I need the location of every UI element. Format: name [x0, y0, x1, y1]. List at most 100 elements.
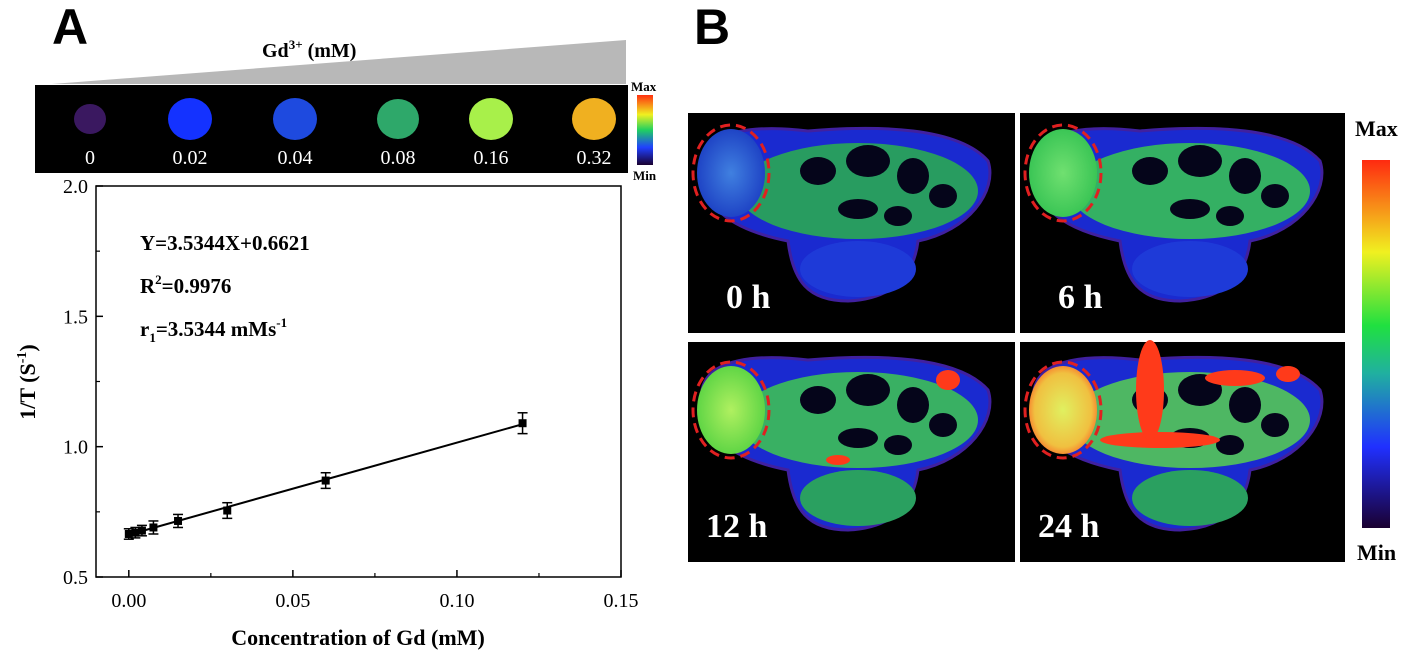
- data-point: [223, 506, 232, 515]
- r1-prefix: r: [140, 317, 149, 341]
- phantom-colorbar-max: Max: [631, 79, 657, 94]
- mri-frame-2: 12 h: [688, 342, 1015, 562]
- y-tick-label: 0.5: [63, 567, 88, 589]
- x-tick-label: 0.15: [604, 590, 639, 612]
- y-axis-title-base: 1/T (S: [15, 363, 40, 419]
- phantom-label: 0.08: [381, 147, 416, 169]
- data-points: [123, 412, 528, 540]
- cavity: [929, 413, 957, 437]
- cavity: [897, 387, 929, 423]
- tumor: [1029, 366, 1097, 454]
- time-label: 6 h: [1058, 279, 1103, 316]
- x-axis-title: Concentration of Gd (mM): [231, 625, 485, 650]
- cavity: [838, 199, 878, 219]
- concentration-wedge: [52, 40, 626, 84]
- hot-spot: [1136, 340, 1164, 440]
- phantom-label: 0.02: [173, 147, 208, 169]
- relaxivity-r1: r1=3.5344 mMs-1: [140, 315, 287, 345]
- gradient-title-base: Gd: [262, 40, 289, 62]
- time-label: 12 h: [706, 508, 768, 545]
- cavity: [1132, 157, 1168, 185]
- data-point: [518, 419, 527, 428]
- time-label: 24 h: [1038, 508, 1100, 545]
- cavity: [929, 184, 957, 208]
- lower-tissue: [800, 241, 916, 297]
- hot-spot: [1100, 432, 1220, 448]
- data-point: [174, 516, 183, 525]
- x-axis: 0.00 0.05 0.10 0.15: [111, 570, 639, 612]
- cavity: [1261, 413, 1289, 437]
- cavity: [846, 374, 890, 406]
- r1-sub: 1: [149, 330, 156, 345]
- panel-a-label: A: [52, 0, 88, 55]
- cavity: [800, 157, 836, 185]
- cavity: [1178, 145, 1222, 177]
- y-axis-title-end: ): [15, 344, 40, 351]
- phantom-1: [168, 98, 212, 140]
- tumor: [1029, 129, 1097, 217]
- mri-frame-grid: 0 h 6 h 12 h 24 h: [688, 113, 1345, 562]
- cavity: [1229, 158, 1261, 194]
- cavity: [800, 386, 836, 414]
- mri-frame-3: 24 h: [1020, 340, 1345, 562]
- data-point: [321, 476, 330, 485]
- gradient-title-unit: (mM): [303, 40, 357, 62]
- r-squared-sup: 2: [155, 272, 162, 287]
- cavity: [846, 145, 890, 177]
- relaxivity-plot: 0.00 0.05 0.10 0.15 0.5 1.0 1.5 2.0 Y=3.5344X+…: [15, 176, 639, 650]
- phantom-0: [74, 104, 106, 134]
- data-point: [149, 523, 158, 532]
- cavity: [838, 428, 878, 448]
- hot-spot: [1276, 366, 1300, 382]
- panel-b-label: B: [694, 0, 730, 55]
- cavity: [1229, 387, 1261, 423]
- x-tick-label: 0.00: [111, 590, 146, 612]
- data-point: [124, 529, 133, 538]
- r1-value: =3.5344 mMs: [156, 317, 276, 341]
- cavity: [884, 435, 912, 455]
- phantom-label: 0: [85, 147, 95, 169]
- fit-equation: Y=3.5344X+0.6621: [140, 231, 310, 255]
- cavity: [1216, 435, 1244, 455]
- cavity: [897, 158, 929, 194]
- y-tick-label: 2.0: [63, 176, 88, 198]
- cavity: [1261, 184, 1289, 208]
- tumor-outline: [691, 360, 771, 460]
- mri-frame-1: 6 h: [1020, 113, 1345, 333]
- y-axis-title-sup: -1: [15, 352, 30, 364]
- y-tick-label: 1.5: [63, 306, 88, 328]
- mri-colorbar-min: Min: [1357, 540, 1396, 565]
- phantom-4: [469, 98, 513, 140]
- x-tick-label: 0.10: [439, 590, 474, 612]
- lower-tissue: [1132, 470, 1248, 526]
- tumor-outline: [1023, 360, 1103, 460]
- phantom-colorbar-min: Min: [633, 168, 657, 183]
- tumor: [697, 366, 765, 454]
- tumor-outline: [1023, 123, 1103, 223]
- y-axis-title: 1/T (S-1): [15, 344, 40, 419]
- y-tick-label: 1.0: [63, 437, 88, 459]
- data-point: [137, 526, 146, 535]
- tumor: [697, 129, 765, 217]
- hot-spot: [936, 370, 960, 390]
- cavity: [884, 206, 912, 226]
- r-squared-value: =0.9976: [162, 274, 232, 298]
- hot-spot: [1205, 370, 1265, 386]
- phantom-3: [377, 99, 419, 139]
- cavity: [1170, 199, 1210, 219]
- phantom-label: 0.32: [577, 147, 612, 169]
- r1-sup: -1: [276, 315, 287, 330]
- tumor-outline: [691, 123, 771, 223]
- gradient-title: Gd3+ (mM): [262, 37, 356, 62]
- lower-tissue: [800, 470, 916, 526]
- cavity: [1216, 206, 1244, 226]
- time-label: 0 h: [726, 279, 771, 316]
- phantom-5: [572, 98, 616, 140]
- phantom-label: 0.16: [474, 147, 509, 169]
- y-axis: 0.5 1.0 1.5 2.0: [63, 176, 103, 589]
- r-squared-prefix: R: [140, 274, 156, 298]
- x-tick-label: 0.05: [275, 590, 310, 612]
- phantom-label: 0.04: [278, 147, 313, 169]
- phantom-row: 0 0.02 0.04 0.08 0.16 0.32: [74, 98, 616, 169]
